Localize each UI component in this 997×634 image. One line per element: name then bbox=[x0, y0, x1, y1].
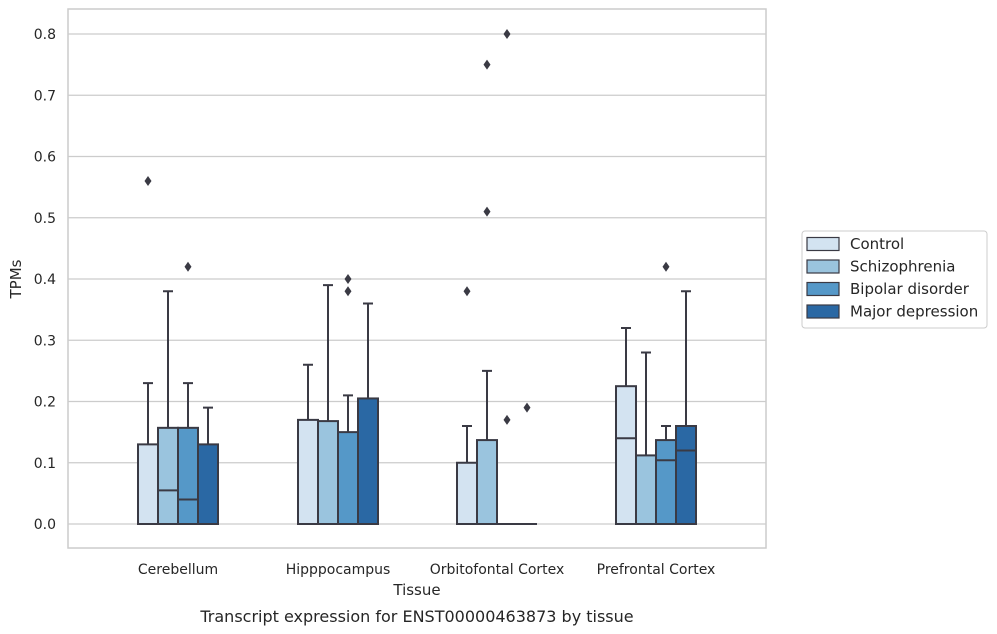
plot-frame bbox=[67, 8, 767, 549]
y-tick-label: 0.1 bbox=[34, 456, 56, 472]
box-control bbox=[137, 176, 159, 525]
legend: Control Schizophrenia Bipolar disorder Majo… bbox=[801, 230, 988, 329]
outlier-point bbox=[463, 286, 471, 297]
legend-swatch bbox=[806, 281, 840, 297]
box-iqr bbox=[337, 431, 359, 525]
y-tick-label: 0.7 bbox=[34, 88, 56, 104]
y-tick-label: 0.8 bbox=[34, 27, 56, 43]
box-bipolar-disorder bbox=[497, 29, 517, 525]
outlier-point bbox=[523, 402, 531, 413]
legend-swatch bbox=[806, 236, 840, 252]
x-axis-label: Tissue bbox=[392, 581, 440, 599]
x-tick-label: Hipppocampus bbox=[286, 562, 391, 578]
outlier-point bbox=[144, 176, 152, 186]
legend-label: Schizophrenia bbox=[850, 258, 955, 276]
y-tick-label: 0.0 bbox=[34, 517, 56, 533]
box-iqr bbox=[357, 397, 379, 525]
y-tick-label: 0.3 bbox=[34, 333, 56, 349]
box-iqr bbox=[317, 420, 339, 526]
box-iqr bbox=[615, 385, 637, 525]
box-schizophrenia bbox=[317, 284, 339, 526]
box-major-depression bbox=[197, 406, 219, 525]
outlier-point bbox=[503, 414, 511, 425]
box-iqr bbox=[157, 426, 179, 525]
x-tick-label: Cerebellum bbox=[138, 562, 218, 578]
y-axis-label: TPMs bbox=[7, 259, 25, 299]
legend-swatch bbox=[806, 304, 840, 319]
box-iqr bbox=[177, 426, 199, 525]
box-iqr bbox=[456, 461, 478, 525]
y-tick-label: 0.4 bbox=[34, 272, 56, 288]
legend-swatch bbox=[806, 259, 840, 274]
x-tick-label: Prefrontal Cortex bbox=[597, 562, 716, 578]
box-major-depression bbox=[675, 290, 697, 525]
x-tick-label: Orbitofontal Cortex bbox=[430, 562, 565, 578]
boxes bbox=[137, 29, 697, 526]
box-iqr bbox=[635, 454, 657, 525]
box-control bbox=[456, 286, 478, 525]
box-bipolar-disorder bbox=[177, 261, 199, 525]
legend-label: Bipolar disorder bbox=[850, 280, 970, 298]
box-iqr bbox=[675, 425, 697, 525]
legend-label: Major depression bbox=[850, 303, 978, 321]
outlier-point bbox=[483, 59, 491, 70]
box-iqr bbox=[655, 439, 677, 525]
outlier-point bbox=[344, 286, 352, 297]
outlier-point bbox=[662, 261, 670, 272]
outlier-point bbox=[483, 206, 491, 217]
box-schizophrenia bbox=[476, 59, 498, 525]
legend-frame bbox=[801, 230, 988, 329]
box-major-depression bbox=[517, 402, 537, 525]
box-iqr bbox=[476, 439, 498, 525]
y-tick-labels: 0.0 0.1 0.2 0.3 0.4 0.5 0.6 0.7 0.8 bbox=[34, 27, 56, 533]
outlier-point bbox=[344, 274, 352, 284]
box-bipolar-disorder bbox=[337, 274, 359, 525]
x-tick-labels: Cerebellum Hipppocampus Orbitofontal Corte… bbox=[138, 562, 715, 578]
box-schizophrenia bbox=[157, 290, 179, 525]
box-iqr bbox=[197, 443, 219, 525]
box-control bbox=[615, 327, 637, 525]
box-control bbox=[297, 363, 319, 525]
figure-caption: Transcript expression for ENST0000046387… bbox=[199, 607, 633, 626]
legend-label: Control bbox=[850, 235, 904, 253]
box-iqr bbox=[297, 418, 319, 525]
outlier-point bbox=[184, 261, 192, 272]
y-tick-label: 0.2 bbox=[34, 395, 56, 411]
box-schizophrenia bbox=[635, 351, 657, 525]
box-major-depression bbox=[357, 302, 379, 525]
box-bipolar-disorder bbox=[655, 261, 677, 525]
box-iqr bbox=[137, 443, 159, 525]
y-tick-label: 0.6 bbox=[34, 150, 56, 166]
outlier-point bbox=[503, 29, 511, 39]
y-tick-label: 0.5 bbox=[34, 211, 56, 227]
